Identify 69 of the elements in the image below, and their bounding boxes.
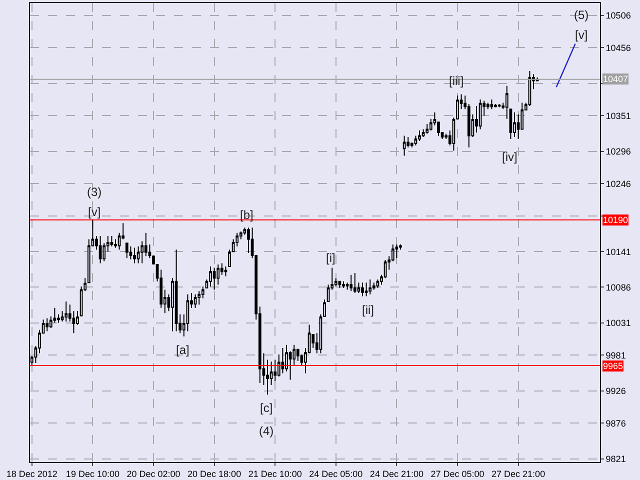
candlestick [402,135,406,156]
y-tick-label: 10351 [606,110,631,121]
ref-line-label: 10407 [603,74,628,84]
candlestick [395,244,398,259]
candlestick [509,108,512,140]
y-tick-label: 10031 [606,318,631,328]
x-tick-label: 20 Dec 18:00 [188,468,242,479]
y-tick-label: 10296 [606,146,631,156]
candlestick [228,249,231,267]
candlestick [209,266,212,288]
x-tick-label: 24 Dec 05:00 [309,468,363,479]
candlestick [376,278,380,288]
candlestick [194,294,197,308]
candlestick [46,318,49,332]
candlestick [64,300,68,322]
candlestick [125,242,128,259]
candlestick [281,348,284,374]
candlestick [350,274,353,292]
candlestick [361,282,364,297]
annotation: [ii] [362,303,374,317]
y-tick-label: 10506 [606,10,631,20]
candlestick [505,85,508,120]
candlestick [296,348,300,362]
y-tick-label: 9876 [606,418,626,428]
candlestick [342,280,345,288]
y-tick-label: 10141 [606,246,631,257]
y-tick-label: 9821 [606,454,626,464]
candlestick [490,98,494,110]
candlestick [494,103,497,108]
annotation: (4) [259,424,274,438]
y-tick-label: 10086 [606,282,631,292]
x-tick-label: 27 Dec 21:00 [492,468,546,479]
y-tick-label: 10456 [606,42,631,53]
annotation: (3) [87,185,102,199]
annotation: [iii] [449,74,464,88]
x-tick-label: 21 Dec 10:00 [248,468,302,479]
annotation: [b] [240,208,254,222]
candlestick [372,282,376,290]
candlestick [224,266,228,277]
candlestick [478,98,482,130]
candlestick [212,267,216,290]
candlestick [368,278,372,295]
ref-line-label: 9965 [603,361,624,371]
x-tick-label: 27 Dec 05:00 [430,468,484,479]
annotation: [iv] [502,150,518,164]
candlestick [418,130,421,142]
candlestick [133,247,136,264]
annotation: [v] [88,205,101,219]
annotation: (5) [574,8,589,22]
annotation: [v] [575,28,588,42]
candlestick [338,280,342,288]
candlestick [198,290,201,306]
ref-line-label: 10190 [603,215,628,225]
x-tick-label: 24 Dec 21:00 [370,468,424,479]
y-tick-label: 10246 [606,178,631,189]
candlestick [98,236,102,264]
candlestick [364,282,368,297]
annotation: [a] [176,343,190,357]
y-tick-label: 9981 [606,350,626,360]
x-tick-label: 19 Dec 10:00 [66,468,120,479]
candlestick [129,246,132,260]
annotation: [i] [326,251,336,265]
y-tick-label: 9926 [606,386,626,396]
candlestick [353,272,356,294]
candlestick [174,249,178,332]
annotation: [c] [260,401,273,415]
x-tick-label: 18 Dec 2012 [6,468,58,479]
x-tick-label: 20 Dec 02:00 [126,468,180,479]
candlestick [513,112,516,138]
